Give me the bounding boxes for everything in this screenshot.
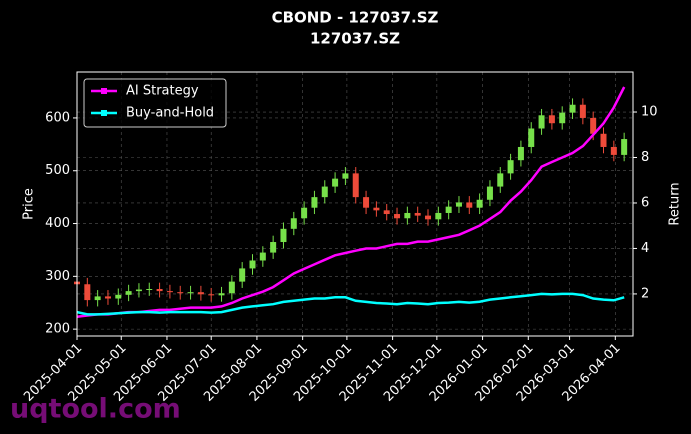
chart-subtitle: 127037.SZ (310, 30, 400, 48)
candle-body (352, 173, 359, 198)
y-tick-label: 300 (45, 269, 70, 284)
legend-label: Buy-and-Hold (126, 106, 214, 121)
y2-axis-label: Return (668, 182, 683, 225)
candle-body (621, 139, 628, 155)
candle-body (342, 173, 349, 179)
candle-body (363, 197, 370, 208)
candle-body (208, 294, 215, 296)
legend-marker (101, 110, 107, 116)
y-tick-label: 500 (45, 163, 70, 178)
legend-label: AI Strategy (126, 84, 199, 99)
candle-body (579, 104, 586, 118)
candle-body (383, 210, 390, 215)
candle-body (548, 115, 555, 124)
candle-body (373, 207, 380, 211)
candle-body (290, 218, 297, 229)
watermark: uqtool.com (10, 394, 181, 425)
legend: AI Strategy Buy-and-Hold (83, 78, 227, 128)
legend-marker (101, 88, 107, 94)
y-tick-label: 600 (45, 110, 70, 125)
candle-body (104, 296, 111, 299)
candle-body (115, 294, 122, 299)
y-tick-label: 200 (45, 322, 70, 337)
candle-body (517, 146, 524, 161)
candle-body (311, 197, 318, 208)
candle-body (156, 289, 163, 292)
candle-body (166, 291, 173, 293)
candle-body (404, 212, 411, 219)
candle-body (476, 199, 483, 208)
candle-body (559, 112, 566, 124)
candle-body (332, 178, 339, 187)
candle-body (187, 292, 194, 294)
candle-body (259, 252, 266, 261)
candle-body (394, 214, 401, 219)
candle-body (538, 115, 545, 129)
candle-body (528, 128, 535, 147)
y2-tick-label: 4 (641, 241, 649, 256)
y2-tick-label: 2 (641, 286, 649, 301)
candle-body (218, 293, 225, 296)
candle-body (435, 212, 442, 220)
candle-body (84, 284, 91, 301)
series-line (76, 86, 626, 318)
y-tick-label: 400 (45, 216, 70, 231)
candle-body (125, 291, 132, 295)
series-line (76, 292, 625, 316)
candle-body (197, 292, 204, 295)
candle-body (610, 146, 617, 155)
candle-body (569, 104, 576, 113)
y2-tick-label: 10 (641, 105, 658, 120)
candle-body (249, 260, 256, 269)
candle-body (321, 186, 328, 198)
candle-body (94, 296, 101, 301)
candle-body (177, 292, 184, 294)
candle-body (280, 228, 287, 243)
candle-body (270, 242, 277, 253)
candle-body (590, 117, 597, 134)
plot-frame (76, 71, 634, 337)
candle-body (301, 207, 308, 219)
candle-body (146, 289, 153, 291)
candle-body (497, 173, 504, 187)
candle-body (466, 202, 473, 208)
y2-tick-label: 8 (641, 150, 649, 165)
candle-body (486, 186, 493, 200)
candle-body (414, 212, 421, 216)
candle-body (600, 133, 607, 147)
candle-body (507, 160, 514, 174)
y-axis-label: Price (22, 188, 37, 220)
chart-title: CBOND - 127037.SZ (272, 9, 439, 27)
candle-body (455, 202, 462, 207)
legend-box (83, 78, 227, 128)
y2-tick-label: 6 (641, 195, 649, 210)
candle-body (239, 268, 246, 282)
candle-body (228, 281, 235, 294)
candle-body (135, 289, 142, 292)
candle-body (445, 206, 452, 213)
candle-body (425, 215, 432, 220)
